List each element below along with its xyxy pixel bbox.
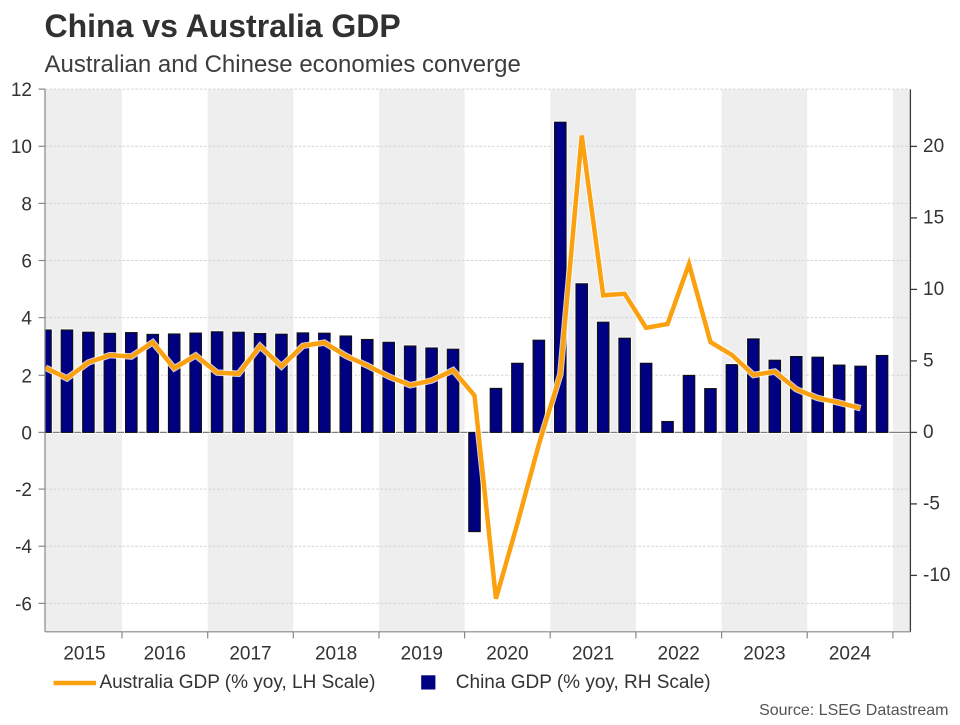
svg-text:4: 4 (21, 309, 32, 330)
svg-text:2015: 2015 (63, 644, 105, 665)
svg-text:2016: 2016 (144, 644, 186, 665)
svg-text:10: 10 (923, 279, 944, 300)
svg-text:0: 0 (21, 423, 32, 444)
svg-text:5: 5 (923, 351, 934, 372)
svg-text:-5: -5 (923, 494, 940, 515)
svg-text:15: 15 (923, 208, 944, 229)
svg-text:0: 0 (923, 422, 934, 443)
svg-text:2017: 2017 (229, 644, 271, 665)
svg-text:2024: 2024 (829, 644, 872, 665)
svg-text:-10: -10 (923, 565, 950, 586)
svg-text:2023: 2023 (743, 644, 785, 665)
svg-text:10: 10 (11, 137, 32, 158)
svg-text:China GDP (% yoy, RH Scale): China GDP (% yoy, RH Scale) (456, 672, 711, 693)
svg-text:Australian and Chinese economi: Australian and Chinese economies converg… (45, 51, 521, 78)
svg-text:-4: -4 (15, 537, 32, 558)
svg-text:2022: 2022 (658, 644, 700, 665)
svg-text:-2: -2 (15, 480, 32, 501)
svg-text:2020: 2020 (486, 644, 528, 665)
svg-text:8: 8 (21, 194, 32, 215)
svg-text:Source: LSEG Datastream: Source: LSEG Datastream (759, 702, 948, 719)
svg-text:-6: -6 (15, 594, 32, 615)
svg-text:China vs Australia GDP: China vs Australia GDP (45, 8, 401, 44)
svg-text:6: 6 (21, 252, 32, 273)
svg-text:2019: 2019 (401, 644, 443, 665)
svg-text:20: 20 (923, 136, 944, 157)
svg-text:2021: 2021 (572, 644, 614, 665)
svg-text:2018: 2018 (315, 644, 357, 665)
svg-text:2: 2 (21, 366, 32, 387)
svg-text:Australia GDP (% yoy, LH Scale: Australia GDP (% yoy, LH Scale) (100, 672, 376, 693)
svg-text:12: 12 (11, 80, 32, 101)
